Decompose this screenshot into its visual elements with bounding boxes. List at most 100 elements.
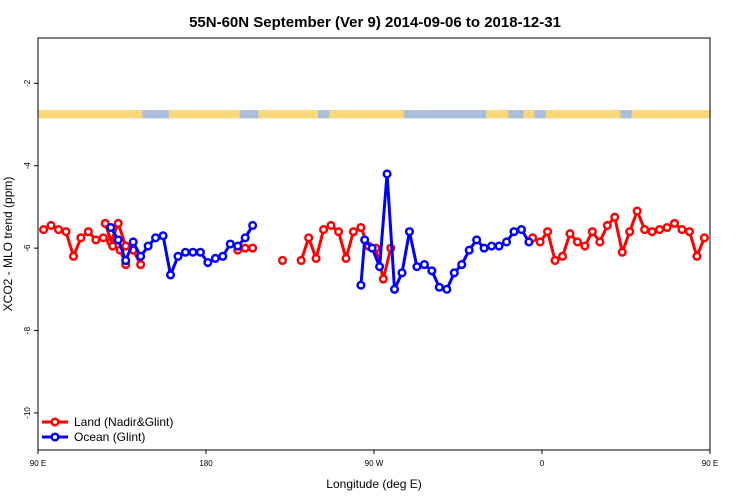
band-land — [38, 110, 710, 119]
data-point — [106, 222, 116, 233]
data-point — [699, 233, 709, 243]
data-point — [684, 227, 695, 237]
data-point — [248, 220, 258, 231]
data-point — [173, 251, 183, 261]
data-point — [100, 218, 110, 228]
y-tick-label: -4 — [23, 162, 32, 170]
data-point — [98, 233, 108, 243]
series-1 — [106, 169, 534, 294]
y-tick-label: -8 — [23, 326, 32, 334]
data-point — [669, 218, 680, 228]
data-point — [121, 255, 131, 266]
plot-area — [39, 169, 709, 294]
data-point — [121, 241, 131, 251]
data-point — [367, 243, 377, 253]
chart-title: 55N-60N September (Ver 9) 2014-09-06 to … — [189, 14, 561, 31]
data-point — [419, 260, 429, 270]
data-point — [277, 255, 288, 266]
y-axis: -2 -4 -6 -8 -10 — [23, 79, 38, 419]
legend-marker — [50, 417, 60, 427]
band-ocean-0 — [142, 110, 169, 119]
data-point — [557, 251, 568, 261]
y-axis-label: XCO2 - MLO trend (ppm) — [1, 177, 15, 312]
legend-label: Land (Nadir&Glint) — [74, 415, 173, 429]
data-point — [210, 253, 220, 263]
data-point — [662, 222, 672, 233]
data-point — [158, 231, 168, 241]
data-point — [341, 253, 351, 263]
data-point — [136, 251, 146, 261]
data-point — [108, 241, 118, 251]
data-point — [655, 225, 665, 235]
data-point — [180, 247, 191, 257]
data-point — [449, 268, 459, 278]
data-point — [412, 262, 422, 272]
x-tick-label: 180 — [199, 459, 213, 468]
data-point — [128, 237, 138, 247]
data-point — [113, 218, 123, 228]
data-point — [389, 284, 400, 294]
data-point — [136, 260, 146, 270]
data-point — [404, 227, 415, 237]
data-point — [625, 227, 635, 237]
data-point — [610, 212, 620, 222]
data-point — [195, 247, 205, 257]
band-ocean-4 — [508, 110, 524, 119]
data-point — [427, 266, 437, 276]
data-point — [61, 227, 71, 237]
data-point — [53, 225, 64, 235]
data-point — [494, 241, 504, 251]
data-point — [218, 251, 228, 261]
data-point — [304, 233, 314, 243]
data-point — [240, 243, 250, 253]
data-point — [39, 225, 49, 235]
band-ocean-3 — [403, 110, 486, 119]
data-point — [233, 241, 243, 251]
legend-marker — [50, 432, 60, 442]
data-point — [46, 220, 56, 231]
data-point — [572, 237, 583, 247]
data-point — [188, 247, 198, 257]
data-point — [375, 262, 385, 272]
y-tick-label: -2 — [23, 79, 32, 87]
data-point — [360, 235, 370, 245]
data-point — [487, 241, 497, 251]
data-point — [580, 241, 590, 251]
data-point — [348, 227, 359, 237]
data-point — [617, 247, 627, 257]
data-point — [76, 233, 86, 243]
legend: Land (Nadir&Glint)Ocean (Glint) — [42, 415, 173, 444]
x-tick-label: 0 — [540, 459, 545, 468]
data-point — [677, 225, 687, 235]
x-tick-label: 90 W — [365, 459, 384, 468]
data-point — [333, 227, 344, 237]
data-point — [143, 241, 153, 251]
land-mask-band — [38, 110, 710, 119]
x-axis-label: Longitude (deg E) — [326, 477, 421, 491]
data-point — [382, 169, 392, 179]
data-point — [240, 233, 250, 243]
data-point — [296, 255, 306, 266]
y-tick-label: -10 — [23, 407, 32, 419]
legend-label: Ocean (Glint) — [74, 430, 145, 444]
data-point — [692, 251, 702, 261]
data-point — [640, 225, 650, 235]
data-point — [516, 225, 527, 235]
x-tick-label: 90 E — [702, 459, 718, 468]
data-point — [602, 220, 612, 231]
data-point — [434, 282, 444, 292]
data-point — [356, 222, 366, 233]
data-point — [535, 237, 545, 247]
band-ocean-2 — [318, 110, 330, 119]
data-point — [550, 255, 560, 266]
data-point — [501, 237, 512, 247]
band-ocean-5 — [534, 110, 546, 119]
data-point — [378, 274, 388, 284]
data-point — [165, 270, 176, 280]
data-point — [203, 257, 213, 268]
x-tick-label: 90 E — [30, 459, 46, 468]
data-point — [356, 280, 366, 290]
data-point — [543, 227, 553, 237]
data-point — [647, 227, 657, 237]
